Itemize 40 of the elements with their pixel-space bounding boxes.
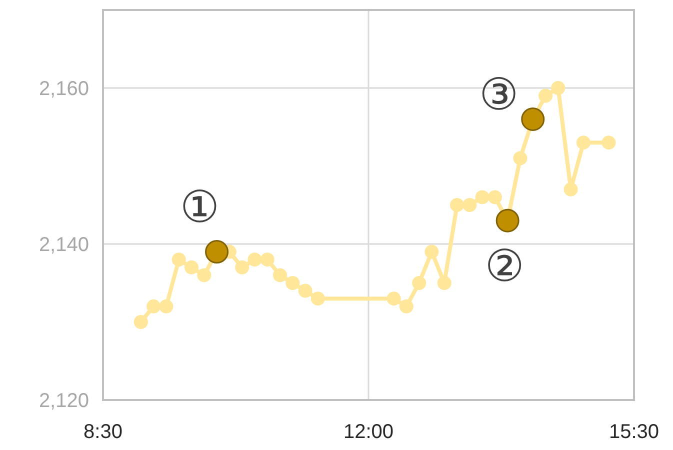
point — [197, 268, 212, 282]
y-tick-label: 2,120 — [38, 390, 89, 412]
point — [260, 252, 274, 267]
point — [412, 276, 426, 290]
point — [496, 208, 520, 232]
point — [488, 190, 502, 204]
point — [513, 151, 528, 166]
point — [424, 244, 439, 259]
point — [450, 198, 464, 212]
x-tick-label: 15:30 — [608, 421, 660, 443]
x-tick-label: 12:00 — [343, 421, 394, 443]
point — [272, 268, 287, 282]
point — [184, 260, 199, 274]
point — [146, 299, 161, 314]
x-tick-label: 8:30 — [84, 421, 122, 443]
point — [551, 81, 566, 95]
point — [386, 292, 401, 306]
point — [564, 182, 578, 196]
point — [462, 198, 477, 212]
point — [134, 315, 148, 329]
annotation: ③ — [479, 70, 519, 121]
y-tick-label: 2,160 — [38, 78, 89, 100]
point — [159, 299, 174, 314]
point — [248, 252, 262, 267]
point — [399, 299, 414, 314]
point — [576, 136, 590, 150]
point — [172, 252, 186, 267]
point — [286, 276, 300, 290]
point — [538, 88, 552, 103]
annotation: ② — [484, 241, 524, 292]
point — [235, 260, 250, 274]
point — [437, 276, 452, 290]
point — [521, 107, 545, 131]
annotation: ① — [180, 182, 220, 234]
y-tick-label: 2,140 — [38, 234, 89, 256]
point — [310, 292, 325, 306]
point — [205, 240, 229, 264]
point — [298, 284, 312, 298]
point — [602, 136, 616, 150]
point — [475, 190, 490, 204]
